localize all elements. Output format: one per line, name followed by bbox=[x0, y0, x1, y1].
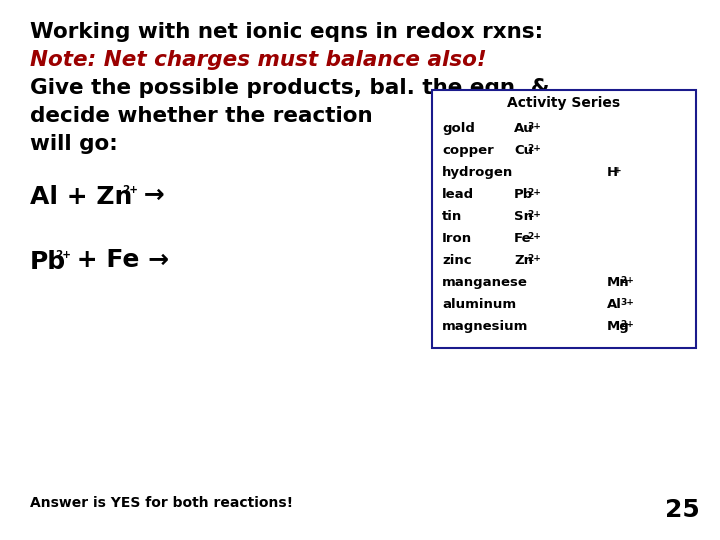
Text: hydrogen: hydrogen bbox=[442, 166, 513, 179]
Text: + Fe →: + Fe → bbox=[68, 248, 169, 272]
Text: Al: Al bbox=[607, 298, 622, 311]
Text: Mn: Mn bbox=[607, 276, 629, 289]
Text: Give the possible products, bal. the eqn. &: Give the possible products, bal. the eqn… bbox=[30, 78, 549, 98]
Text: Mg: Mg bbox=[607, 320, 630, 333]
Text: magnesium: magnesium bbox=[442, 320, 528, 333]
Text: 3+: 3+ bbox=[528, 122, 541, 131]
Text: 2+: 2+ bbox=[528, 232, 541, 241]
Text: tin: tin bbox=[442, 210, 462, 223]
Text: Answer is YES for both reactions!: Answer is YES for both reactions! bbox=[30, 496, 293, 510]
Text: will go:: will go: bbox=[30, 134, 118, 154]
Text: Sn: Sn bbox=[514, 210, 533, 223]
Text: Fe: Fe bbox=[514, 232, 531, 245]
Text: zinc: zinc bbox=[442, 254, 472, 267]
Text: 2+: 2+ bbox=[621, 320, 634, 329]
Text: 2+: 2+ bbox=[528, 144, 541, 153]
Text: →: → bbox=[135, 183, 165, 207]
Text: aluminum: aluminum bbox=[442, 298, 516, 311]
Text: 2+: 2+ bbox=[55, 250, 71, 260]
Text: manganese: manganese bbox=[442, 276, 528, 289]
Text: Al + Zn: Al + Zn bbox=[30, 185, 132, 209]
Text: 2+: 2+ bbox=[528, 188, 541, 197]
Text: Zn: Zn bbox=[514, 254, 533, 267]
Text: Cu: Cu bbox=[514, 144, 533, 157]
Text: Au: Au bbox=[514, 122, 534, 135]
Text: Note: Net charges must balance also!: Note: Net charges must balance also! bbox=[30, 50, 487, 70]
Text: Pb: Pb bbox=[30, 250, 66, 274]
Text: decide whether the reaction: decide whether the reaction bbox=[30, 106, 373, 126]
Text: 2+: 2+ bbox=[528, 254, 541, 263]
Text: 3+: 3+ bbox=[621, 298, 634, 307]
Text: Working with net ionic eqns in redox rxns:: Working with net ionic eqns in redox rxn… bbox=[30, 22, 543, 42]
Text: Iron: Iron bbox=[442, 232, 472, 245]
Text: 25: 25 bbox=[665, 498, 700, 522]
Text: gold: gold bbox=[442, 122, 475, 135]
Text: lead: lead bbox=[442, 188, 474, 201]
Text: 2+: 2+ bbox=[528, 210, 541, 219]
FancyBboxPatch shape bbox=[432, 90, 696, 348]
Text: 2+: 2+ bbox=[621, 276, 634, 285]
Text: copper: copper bbox=[442, 144, 494, 157]
Text: H: H bbox=[607, 166, 618, 179]
Text: Activity Series: Activity Series bbox=[508, 96, 621, 110]
Text: +: + bbox=[613, 166, 621, 175]
Text: 2+: 2+ bbox=[122, 185, 138, 195]
Text: Pb: Pb bbox=[514, 188, 534, 201]
